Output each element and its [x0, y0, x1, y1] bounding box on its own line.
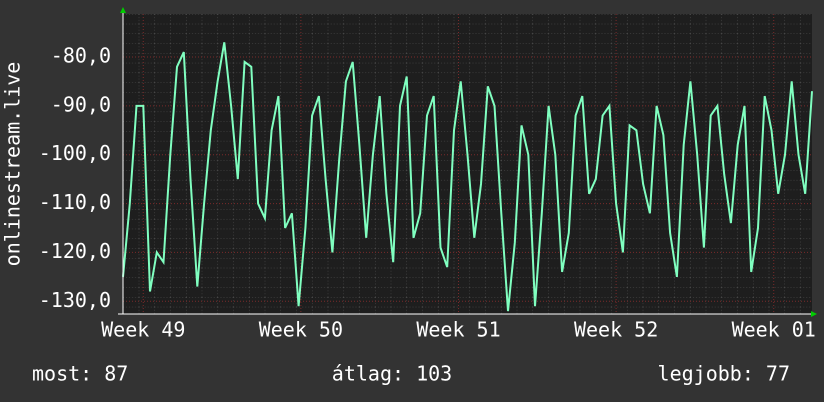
x-tick-label: Week 52	[574, 318, 658, 342]
x-tick-label: Week 50	[259, 318, 343, 342]
y-axis-label: onlinestream.live	[1, 62, 25, 267]
y-tick-label: -110,0	[39, 190, 111, 214]
footer-current: most: 87	[32, 362, 128, 386]
footer-best: legjobb: 77	[658, 362, 790, 386]
y-tick-label: -80,0	[51, 43, 111, 67]
x-tick-label: Week 51	[416, 318, 500, 342]
y-tick-label: -120,0	[39, 239, 111, 263]
x-tick-label: Week 01	[732, 318, 816, 342]
line	[122, 42, 813, 312]
y-arrow	[120, 7, 126, 13]
footer-average: átlag: 103	[332, 362, 452, 386]
y-tick-label: -100,0	[39, 141, 111, 165]
y-tick-label: -90,0	[51, 92, 111, 116]
x-arrow	[811, 311, 817, 317]
x-tick-label: Week 49	[101, 318, 185, 342]
y-tick-label: -130,0	[39, 288, 111, 312]
